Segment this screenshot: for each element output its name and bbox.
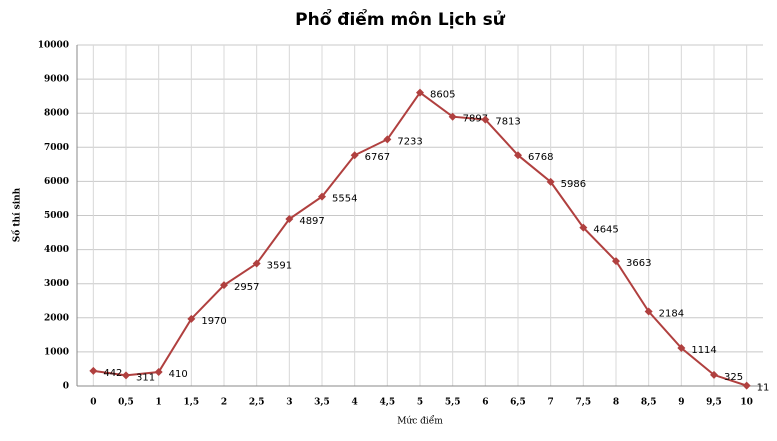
x-tick-label: 0 [90,398,96,408]
data-label: 6768 [528,152,553,163]
data-label: 1970 [201,316,226,327]
x-tick-label: 2 [221,398,227,408]
data-label: 442 [103,368,122,379]
x-tick-label: 1 [156,398,162,408]
point [579,223,588,232]
data-label: 2184 [659,309,684,320]
x-tick-label: 7,5 [575,398,591,408]
point [448,112,457,121]
data-label: 5554 [332,194,357,205]
data-label: 5986 [561,179,586,190]
data-label: 8605 [430,90,455,101]
point [481,115,490,124]
point [154,368,163,377]
y-tick-label: 6000 [44,177,69,187]
x-tick-label: 2,5 [249,398,265,408]
point [742,381,751,390]
data-label: 7897 [463,114,488,125]
y-tick-label: 7000 [44,143,69,153]
data-label: 11 [757,383,770,394]
y-tick-label: 4000 [44,245,69,255]
point [612,257,620,266]
data-label: 7813 [495,117,520,128]
x-tick-label: 4,5 [379,398,395,408]
x-tick-label: 9,5 [706,398,722,408]
x-tick-label: 6,5 [510,398,526,408]
point [514,151,522,160]
point [416,88,424,97]
x-tick-label: 4 [352,398,358,408]
data-label: 410 [169,369,188,380]
point [89,366,98,375]
data-label: 3663 [626,258,651,269]
y-tick-label: 8000 [44,109,69,119]
y-tick-label: 5000 [44,211,69,221]
data-label: 311 [136,372,155,383]
chart-title: Phổ điểm môn Lịch sử [295,8,506,30]
point [220,281,228,290]
data-label: 2957 [234,282,259,293]
x-tick-label: 5,5 [445,398,461,408]
x-tick-label: 6 [482,398,488,408]
x-tick-label: 8 [613,398,619,408]
data-label: 3591 [267,261,292,272]
point [644,307,653,316]
y-axis-label: Số thí sinh [11,187,23,242]
y-tick-label: 3000 [44,279,69,289]
point [252,259,261,268]
point [546,177,555,186]
y-tick-label: 1000 [44,347,69,357]
point [122,371,130,380]
x-tick-label: 3,5 [314,398,330,408]
y-tick-label: 9000 [44,75,69,85]
y-tick-label: 0 [63,382,69,392]
point [710,370,718,379]
x-tick-label: 5 [417,398,423,408]
y-tick-label: 2000 [44,313,69,323]
x-axis-label: Mức điểm [397,415,443,427]
data-label: 6767 [365,152,390,163]
data-label: 4897 [299,216,324,227]
point [383,135,392,144]
point [318,192,326,201]
data-label: 7233 [397,136,422,147]
x-tick-label: 10 [740,398,753,408]
x-tick-label: 7 [548,398,554,408]
data-label: 1114 [691,345,716,356]
data-label: 325 [724,372,743,383]
point [285,215,294,224]
point [187,314,196,323]
x-tick-label: 9 [678,398,684,408]
x-tick-label: 3 [286,398,292,408]
x-tick-label: 0,5 [118,398,134,408]
data-label: 4645 [593,225,618,236]
x-tick-label: 1,5 [183,398,199,408]
y-tick-label: 10000 [38,41,69,51]
point [677,344,686,353]
x-tick-label: 8,5 [641,398,657,408]
point [350,151,359,160]
